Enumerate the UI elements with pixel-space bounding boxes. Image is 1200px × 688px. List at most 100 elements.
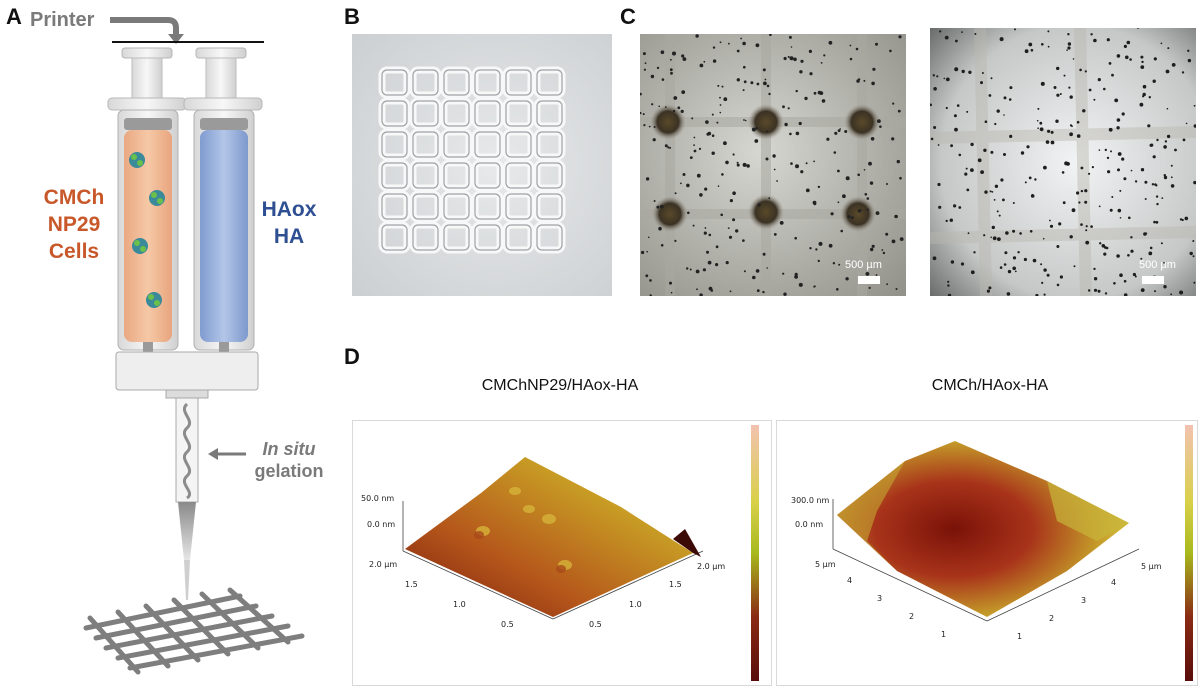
cell-dot: [839, 128, 841, 130]
cell-dot: [1108, 127, 1113, 132]
cell-dot: [1080, 189, 1084, 193]
cell-dot: [1147, 124, 1151, 128]
cell-dot: [868, 286, 871, 289]
right-flange: [183, 97, 263, 111]
cell-dot: [1151, 183, 1155, 186]
cell-dot: [1072, 58, 1075, 60]
cell-dot: [703, 60, 706, 63]
cell-dot: [732, 153, 735, 156]
cell-dot: [1148, 96, 1151, 99]
cell-dot: [669, 68, 673, 72]
cell-dot: [656, 66, 660, 70]
cell-dot: [889, 49, 892, 53]
cell-dot: [1056, 245, 1060, 248]
cell-dot: [826, 137, 830, 141]
cell-dot: [891, 137, 895, 141]
cell-dot: [1104, 292, 1108, 295]
cell-dot: [763, 81, 767, 86]
afm-left-surface: 50.0 nm 0.0 nm 2.0 µm 1.5 1.0 0.5 2.0 µm…: [361, 425, 759, 681]
scaffold-pore: [474, 69, 501, 96]
cell-dot: [849, 57, 853, 61]
cell-dot: [1119, 189, 1122, 192]
left-plunger-rod: [131, 57, 163, 103]
cell-dot: [813, 285, 815, 288]
cell-dot: [956, 104, 960, 107]
cell-dot: [1109, 208, 1113, 212]
cell-dot: [659, 204, 664, 209]
cell-dot: [860, 209, 863, 211]
cell-dot: [643, 68, 646, 71]
scaffold-pore: [505, 100, 532, 127]
cell-dot: [1029, 230, 1033, 233]
cell-dot: [704, 227, 707, 229]
cell-dot: [1152, 155, 1156, 159]
micrograph-right: [930, 28, 1196, 296]
cell-dot: [1050, 140, 1055, 145]
cell-dot: [955, 39, 958, 43]
cell-dot: [1058, 222, 1062, 226]
cell-dot: [782, 272, 785, 275]
cell-dot: [1006, 292, 1011, 296]
scaffold-pore: [505, 193, 532, 220]
cell-dot: [953, 114, 957, 118]
cell-dot: [789, 56, 794, 61]
cell-dot: [1165, 69, 1170, 74]
cell-dot: [1103, 87, 1106, 91]
cell-dot: [937, 182, 941, 187]
cell-dot: [964, 172, 968, 176]
scaffold-pore: [443, 162, 470, 189]
cell-dot: [669, 281, 672, 285]
cell-dot: [736, 163, 740, 167]
cell-dot: [1009, 86, 1013, 90]
scale-bar: [858, 276, 880, 284]
cell-dot: [1056, 66, 1060, 71]
left-label-line: CMCh: [43, 186, 105, 209]
cell-dot: [746, 164, 750, 168]
cell-dot: [793, 57, 797, 62]
cell-dot: [743, 80, 747, 84]
cell-dot: [897, 109, 901, 113]
afm-right-x-tick: 2: [1049, 614, 1054, 623]
afm-right-y-tick: 1: [941, 630, 946, 639]
afm-left-y-tick: 1.0: [453, 600, 466, 609]
cell-dot: [1170, 164, 1173, 167]
cell-dot: [725, 261, 729, 265]
cell-dot: [970, 142, 974, 147]
gelation-arrow-head: [208, 448, 218, 460]
cell-dot: [1076, 120, 1080, 124]
scaffold-pore: [505, 69, 532, 96]
cell-dot: [1181, 71, 1185, 74]
cell-dot: [1024, 49, 1029, 54]
cell-dot: [855, 47, 859, 51]
printed-mesh: [83, 587, 305, 675]
cell-dot: [1166, 107, 1169, 110]
cell-dot: [870, 137, 875, 141]
gelation-label: In situ gelation: [246, 438, 332, 482]
cell-dot: [1155, 195, 1159, 198]
cell-dot: [809, 247, 812, 250]
cell-dot: [742, 41, 746, 46]
cell-dot: [817, 185, 821, 189]
cell-dot: [986, 289, 990, 293]
cell-dot: [642, 113, 645, 116]
scaffold-pore: [412, 131, 439, 158]
cell-dot: [845, 277, 849, 281]
cell-dot: [882, 251, 886, 255]
cell-dot: [930, 137, 934, 141]
cell-dot: [1012, 229, 1016, 233]
left-label-line: NP29: [47, 213, 101, 236]
cell-dot: [944, 35, 949, 40]
cell-dot: [646, 250, 648, 253]
scaffold-pore: [443, 193, 470, 220]
cell-dot: [1111, 196, 1114, 198]
right-plunger-rod: [205, 57, 237, 103]
cell-dot: [1152, 79, 1156, 83]
cell-dot: [717, 84, 720, 87]
cell-dot: [1161, 197, 1164, 200]
cell-dot: [702, 268, 706, 272]
cell-dot: [1053, 86, 1057, 89]
cell-dot: [1047, 30, 1050, 33]
cell-dot: [798, 121, 802, 126]
cell-dot: [742, 239, 745, 242]
cell-dot: [1140, 65, 1145, 69]
